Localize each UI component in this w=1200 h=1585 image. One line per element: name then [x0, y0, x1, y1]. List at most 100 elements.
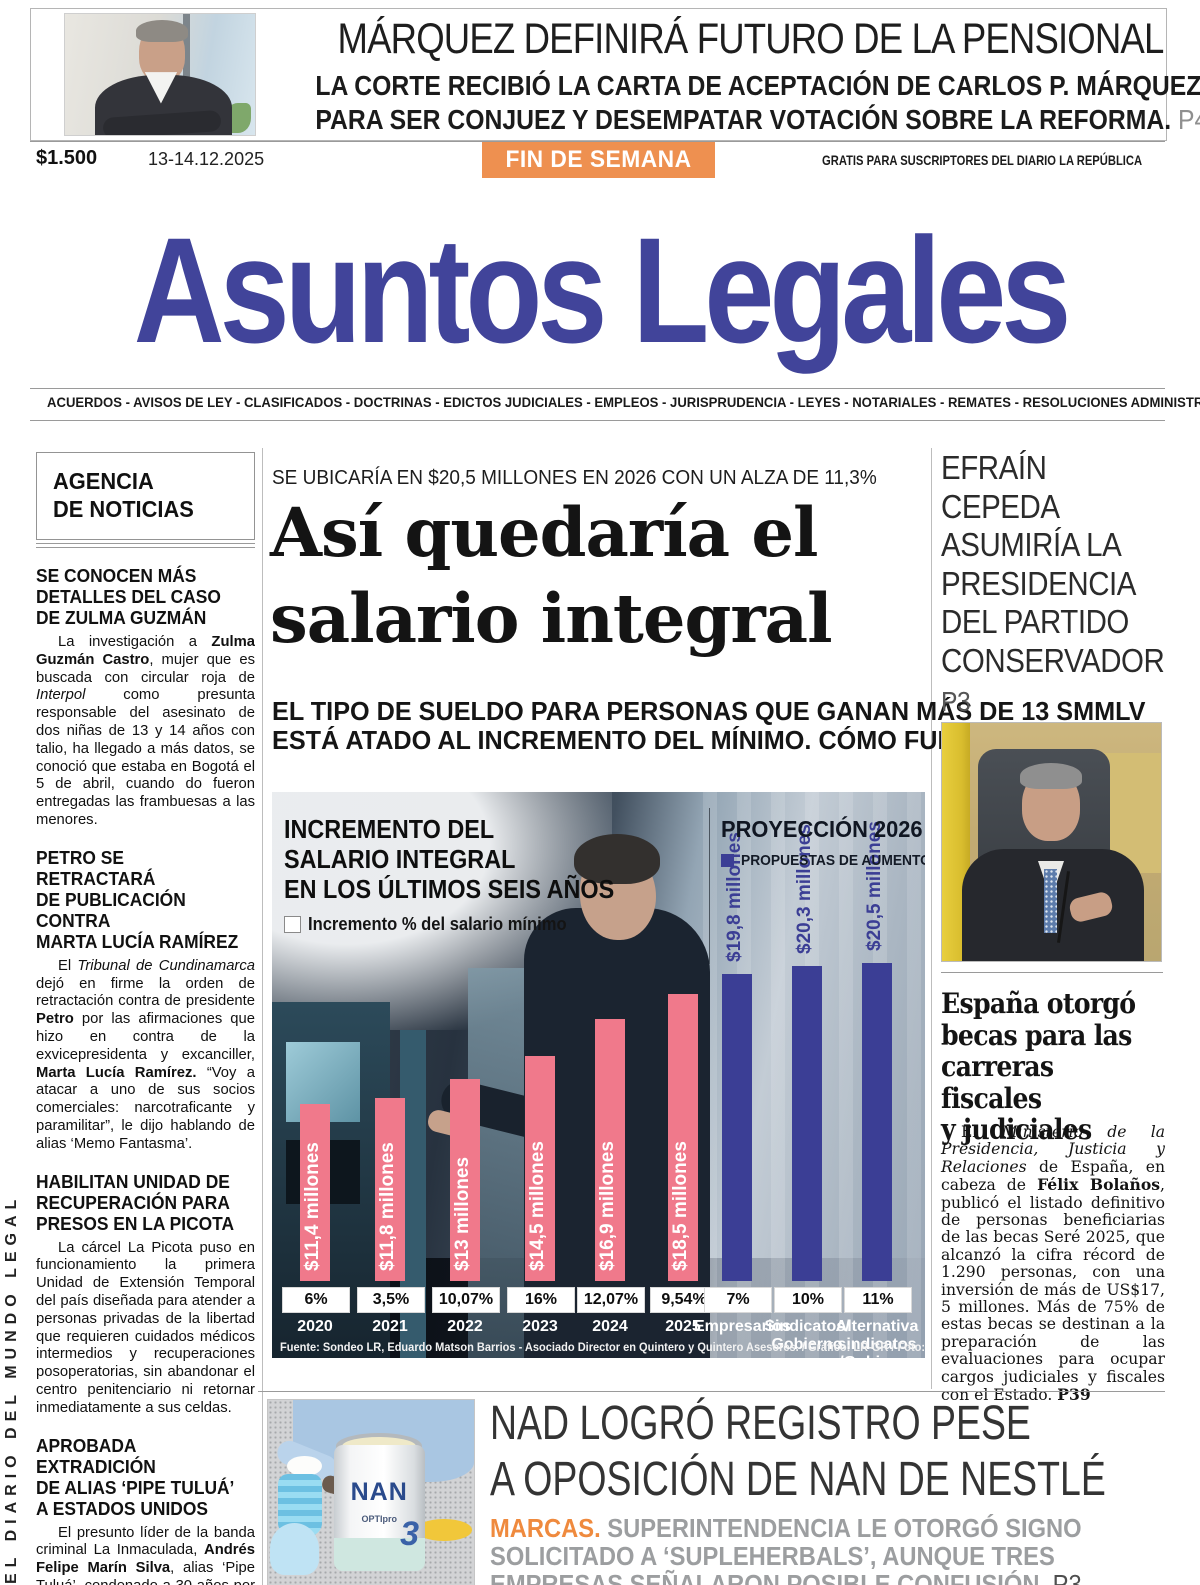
can-stage-number: 3: [400, 1515, 420, 1554]
sidebar-article-title: HABILITAN UNIDAD DE RECUPERACIÓN PARA PR…: [36, 1170, 235, 1234]
chart-bar-Alternativa-sindicatos--Gobierno: [862, 963, 892, 1281]
main-kicker: SE UBICARÍA EN $20,5 MILLONES EN 2026 CO…: [272, 467, 877, 489]
chart-source: Fuente: Sondeo LR, Eduardo Matson Barrio…: [280, 1342, 925, 1354]
cepeda-teaser-text: EFRAÍN CEPEDA ASUMIRÍA LA PRESIDENCIA DEL PA…: [941, 450, 1165, 680]
sidebar-article-title: APROBADA EXTRADICIÓN DE ALIAS ‘PIPE TULU…: [36, 1434, 235, 1519]
sidebar-article-title: SE CONOCEN MÁS DETALLES DEL CASO DE ZULM…: [36, 565, 221, 628]
sidebar-articles: SE CONOCEN MÁS DETALLES DEL CASO DE ZULM…: [36, 565, 255, 1585]
formula-can: NAN OPTIpro 3: [333, 1444, 425, 1572]
chart-bar-2021: [375, 1098, 405, 1281]
legend-swatch-outline: [284, 916, 301, 933]
nav-rule-top: [30, 388, 1165, 389]
chart-bar-percent: 10,07%: [432, 1287, 500, 1313]
portrait-hair-shape: [136, 20, 188, 42]
chart-bars: $11,4 millones 6% 2020 $11,8 millones 3,5% 20…: [272, 792, 925, 1358]
chart-bar-2023: [525, 1056, 555, 1281]
banner-subheadline-1: LA CORTE RECIBIÓ LA CARTA DE ACEPTACIÓN …: [315, 69, 1200, 103]
espana-body: El Ministerio de la Presidencia, Justici…: [941, 1123, 1165, 1405]
text-segment: La investigación a: [58, 634, 212, 650]
text-segment: , mujer que es buscada con circular roja…: [36, 651, 255, 686]
chart-bar-category: 2023: [522, 1318, 558, 1335]
chart-bar-category: Empresarios: [694, 1318, 791, 1335]
chart-bar-category: 2022: [447, 1318, 483, 1335]
nad-headline: NAD LOGRÓ REGISTRO PESE A OPOSICIÓN DE NA…: [490, 1397, 1106, 1506]
text-segment: El presunto líder de la banda criminal L…: [36, 1524, 255, 1559]
chart-bar-percent: 10%: [774, 1287, 842, 1313]
news-agency-sidebar: AGENCIA DE NOTICIAS SE CONOCEN MÁS DETALL…: [36, 452, 255, 1585]
text-segment: Ministerio de la Presidencia, Justicia y…: [941, 1123, 1165, 1176]
top-teaser-banner: MÁRQUEZ DEFINIRÁ FUTURO DE LA PENSIONAL …: [30, 8, 1200, 141]
chart-bar-value-label: $18,5 millones: [670, 1141, 691, 1271]
text-segment: LA CORTE RECIBIÓ LA CARTA DE ACEPTACIÓN …: [315, 70, 1200, 101]
chart-bar-percent: 11%: [844, 1287, 912, 1313]
text-segment: Marta Lucía Ramírez.: [36, 1064, 197, 1081]
can-teal-band: [333, 1538, 425, 1572]
nan-product-photo: NAN OPTIpro 3: [267, 1399, 475, 1585]
chart-bar-value-label: $16,9 millones: [597, 1141, 618, 1271]
subscriber-note: GRATIS PARA SUSCRIPTORES DEL DIARIO LA R…: [821, 152, 1142, 168]
text-segment: SUPERINTENDENCIA LE OTORGÓ SIGNO SOLICIT…: [490, 1515, 1082, 1585]
sidebar-article-body: El presunto líder de la banda criminal L…: [36, 1525, 255, 1585]
column-divider-right: [931, 448, 932, 1389]
man-hair-shape: [574, 834, 660, 884]
marquez-portrait-photo: [64, 13, 256, 136]
text-segment: P4: [1178, 104, 1200, 135]
chart-bar-value-label: $13 millones: [452, 1156, 473, 1271]
banner-headline: MÁRQUEZ DEFINIRÁ FUTURO DE LA PENSIONAL: [337, 15, 1165, 63]
chart-legend-projection: PROPUESTAS DE AUMENTO: [721, 852, 925, 869]
column-divider-left: [262, 448, 263, 1585]
chart-bar-value-label: $11,8 millones: [377, 1142, 398, 1271]
legend-swatch-filled: [721, 854, 734, 867]
price-label: $1.500: [36, 147, 98, 169]
chart-bar-value-label: $14,5 millones: [527, 1141, 548, 1271]
can-line-label: OPTIpro: [361, 1514, 397, 1525]
text-segment: PARA SER CONJUEZ Y DESEMPATAR VOTACIÓN S…: [315, 104, 1179, 135]
chart-bar-Empresarios: [722, 974, 752, 1281]
chart-bar-value-label: $20,3 millones: [794, 824, 815, 954]
chart-bar-Sindicatos--Gobierno: [792, 966, 822, 1281]
agency-double-rule: [36, 543, 255, 548]
nav-rule-bottom: [30, 420, 1165, 421]
date-label: 13-14.12.2025: [148, 149, 265, 169]
text-segment: “Voy a atacar a uno de sus socios comerc…: [36, 1064, 255, 1152]
chart-legend-historic: Incremento % del salario mínimo: [284, 914, 589, 935]
right-column-rule: [941, 972, 1163, 973]
text-segment: Andrés Felipe Marín Silva: [36, 1542, 255, 1577]
chart-bar-percent: 12,07%: [577, 1287, 645, 1313]
yellow-lid-shape: [416, 1519, 472, 1542]
chart-bar-category: Sindicatos/ Gobierno: [764, 1318, 850, 1353]
sidebar-article-2: PETRO SE RETRACTARÁ DE PUBLICACIÓN CONTR…: [36, 847, 255, 1154]
text-segment: dejó en firme la orden de retractación c…: [36, 975, 255, 1010]
projection-divider-line: [709, 808, 710, 964]
text-segment: por las afirmaciones que hizo en contra …: [36, 1011, 255, 1063]
text-segment: Tribunal de Cundinamarca: [77, 957, 255, 974]
text-segment: MARCAS.: [490, 1515, 608, 1543]
text-segment: El: [961, 1123, 1002, 1141]
projection-title: PROYECCIÓN 2026: [721, 816, 923, 842]
chart-bar-2024: [595, 1019, 625, 1281]
sidebar-article-1: SE CONOCEN MÁS DETALLES DEL CASO DE ZULM…: [36, 565, 255, 830]
chart-bar-percent: 16%: [507, 1287, 575, 1313]
chart-bar-2022: [450, 1079, 480, 1281]
edition-badge-label: FIN DE SEMANA: [505, 146, 692, 173]
text-segment: El: [58, 957, 78, 974]
text-segment: como presunta responsable del asesinato …: [36, 687, 255, 828]
chart-bar-percent: 3,5%: [357, 1287, 425, 1313]
text-segment: P39: [1057, 1385, 1091, 1405]
legend-projection-label: PROPUESTAS DE AUMENTO: [741, 852, 925, 869]
can-brand-label: NAN: [350, 1477, 408, 1506]
section-nav: ACUERDOS - AVISOS DE LEY - CLASIFICADOS …: [47, 395, 1200, 410]
chart-bar-category: 2020: [297, 1318, 333, 1335]
text-segment: , alias ‘Pipe Tuluá’, condenado a 30 año…: [36, 1560, 255, 1585]
sidebar-article-title: PETRO SE RETRACTARÁ DE PUBLICACIÓN CONTR…: [36, 846, 239, 952]
main-headline: Así quedaría el salario integral: [270, 493, 833, 658]
banner-subheadline-2: PARA SER CONJUEZ Y DESEMPATAR VOTACIÓN S…: [315, 103, 1200, 137]
chart-bar-percent: 6%: [282, 1287, 350, 1313]
powder-scoop-shape: [286, 1455, 322, 1477]
chart-bar-2025: [668, 994, 698, 1281]
text-segment: La cárcel La Picota puso en funcionamien…: [36, 1239, 255, 1416]
text-segment: Interpol: [36, 687, 86, 704]
bottom-section-rule: [258, 1391, 1165, 1392]
sidebar-article-body: La investigación a Zulma Guzmán Castro, …: [36, 634, 255, 830]
